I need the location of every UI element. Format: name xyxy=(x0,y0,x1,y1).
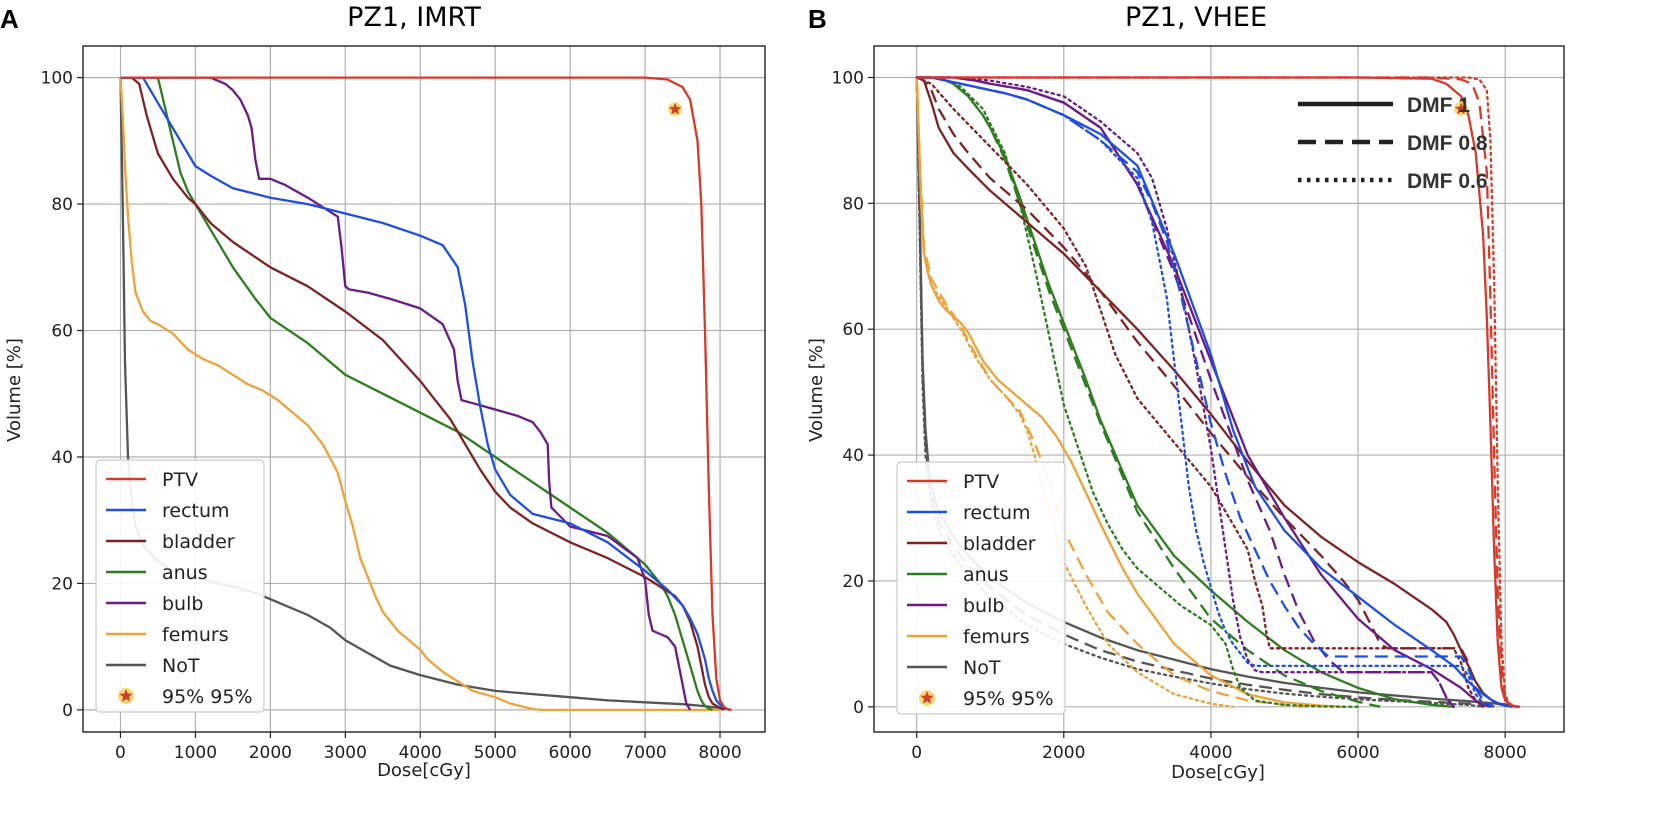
x-tick-label: 3000 xyxy=(324,743,367,763)
y-tick-label: 0 xyxy=(62,701,73,721)
y-tick-label: 0 xyxy=(853,698,864,718)
series-rectum-dmf-0.8 xyxy=(916,76,1495,708)
legend-label: bladder xyxy=(963,533,1036,555)
x-tick-label: 5000 xyxy=(474,743,517,763)
series-femurs-dmf-1 xyxy=(915,77,1344,708)
series-bladder-dmf-1 xyxy=(120,76,725,711)
series-PTV-dmf-0.6 xyxy=(915,76,1518,708)
panel-a-letter: A xyxy=(0,4,19,34)
series-anus-dmf-1 xyxy=(916,76,1454,708)
legend-box xyxy=(95,459,265,713)
x-tick-label: 1000 xyxy=(174,743,217,763)
legend-label: PTV xyxy=(963,471,999,493)
series-rectum-dmf-0.6 xyxy=(915,76,1492,708)
legend-label: 95% 95% xyxy=(162,686,253,708)
panel-a-title: PZ1, IMRT xyxy=(347,2,481,33)
y-tick-label: 20 xyxy=(842,572,864,592)
panel-a-x-ticks: 0 1000 2000 3000 4000 5000 6000 7000 8000 xyxy=(115,732,742,763)
x-tick-label: 2000 xyxy=(249,743,292,763)
series-bulb-dmf-1 xyxy=(120,76,692,711)
dmf-legend-label: DMF 0.6 xyxy=(1407,170,1488,193)
x-tick-label: 7000 xyxy=(623,743,666,763)
legend-label: femurs xyxy=(162,624,229,646)
panel-b-y-ticks: 0 20 40 60 80 100 xyxy=(832,68,874,718)
panel-a-y-axis-label: Volume [%] xyxy=(4,338,25,442)
y-tick-label: 80 xyxy=(51,195,73,215)
y-tick-label: 100 xyxy=(832,68,864,88)
y-tick-label: 40 xyxy=(51,448,73,468)
series-anus-dmf-1 xyxy=(120,76,713,711)
legend-label: NoT xyxy=(963,657,1001,679)
legend-star-icon xyxy=(119,689,133,702)
y-tick-label: 40 xyxy=(842,446,864,466)
series-rectum-dmf-1 xyxy=(120,76,732,712)
legend-box xyxy=(896,461,1066,715)
panel-b-dmf-legend: DMF 1 DMF 0.8 DMF 0.6 xyxy=(1298,94,1488,193)
series-femurs-dmf-0.8 xyxy=(915,77,1307,708)
marker-star-95-95 xyxy=(1454,102,1468,115)
panel-a: A PZ1, IMRT 0 1000 2000 3000 4000 5000 6000 700… xyxy=(0,2,766,781)
marker-star-95-95 xyxy=(668,102,682,115)
panel-b-x-axis-label: Dose[cGy] xyxy=(1171,762,1265,783)
series-anus-dmf-0.8 xyxy=(916,76,1381,708)
dmf-legend-label: DMF 1 xyxy=(1407,94,1470,117)
legend-label: 95% 95% xyxy=(963,688,1054,710)
legend-label: PTV xyxy=(162,469,198,491)
panel-b-series xyxy=(915,76,1521,708)
series-femurs-dmf-0.6 xyxy=(915,76,1235,708)
panel-b-frame xyxy=(873,45,1565,733)
x-tick-label: 4000 xyxy=(399,743,442,763)
x-tick-label: 8000 xyxy=(698,743,741,763)
y-tick-label: 60 xyxy=(51,322,73,342)
series-bladder-dmf-1 xyxy=(916,76,1513,708)
dmf-legend-label: DMF 0.8 xyxy=(1407,132,1488,155)
panel-b: B PZ1, VHEE 0 2000 4000 6000 8000 0 20 40 60 80 1… xyxy=(806,2,1565,783)
x-tick-label: 6000 xyxy=(549,743,592,763)
y-tick-label: 60 xyxy=(842,320,864,340)
x-tick-label: 2000 xyxy=(1042,743,1085,763)
legend-label: femurs xyxy=(963,626,1030,648)
legend-label: anus xyxy=(162,562,208,584)
series-bulb-dmf-0.8 xyxy=(916,76,1455,708)
y-tick-label: 20 xyxy=(51,574,73,594)
series-bulb-dmf-0.6 xyxy=(915,76,1455,708)
series-anus-dmf-0.6 xyxy=(915,76,1360,708)
series-NoT-dmf-0.6 xyxy=(915,76,1485,708)
x-tick-label: 4000 xyxy=(1189,743,1232,763)
legend-label: bladder xyxy=(162,531,235,553)
x-tick-label: 0 xyxy=(911,743,922,763)
x-tick-label: 6000 xyxy=(1336,743,1379,763)
legend-label: bulb xyxy=(963,595,1004,617)
x-tick-label: 8000 xyxy=(1484,743,1527,763)
x-tick-label: 0 xyxy=(115,743,126,763)
series-bladder-dmf-0.6 xyxy=(915,76,1485,708)
panel-a-frame xyxy=(82,45,766,733)
panel-a-legend: PTV rectum bladder anus bulb femurs NoT 95% 95% xyxy=(95,459,265,713)
y-tick-label: 80 xyxy=(842,194,864,214)
panel-b-y-axis-label: Volume [%] xyxy=(806,338,827,442)
panel-a-y-ticks: 0 20 40 60 80 100 xyxy=(41,69,83,721)
series-lines xyxy=(119,76,732,712)
panel-a-x-axis-label: Dose[cGy] xyxy=(377,760,471,781)
legend-label: rectum xyxy=(963,502,1031,524)
legend-label: rectum xyxy=(162,500,230,522)
legend-label: bulb xyxy=(162,593,203,615)
panel-b-title: PZ1, VHEE xyxy=(1125,2,1267,33)
series-lines xyxy=(915,76,1521,708)
legend-label: anus xyxy=(963,564,1009,586)
series-femurs-dmf-1 xyxy=(119,77,720,712)
legend-star-icon xyxy=(920,691,934,704)
panel-a-series xyxy=(119,76,732,712)
panel-b-x-ticks: 0 2000 4000 6000 8000 xyxy=(911,732,1527,763)
panel-b-legend: PTV rectum bladder anus bulb femurs NoT 95% 95% xyxy=(896,461,1066,715)
panel-b-letter: B xyxy=(808,4,827,34)
series-PTV-dmf-1 xyxy=(120,76,732,712)
legend-label: NoT xyxy=(162,655,200,677)
y-tick-label: 100 xyxy=(41,69,73,89)
